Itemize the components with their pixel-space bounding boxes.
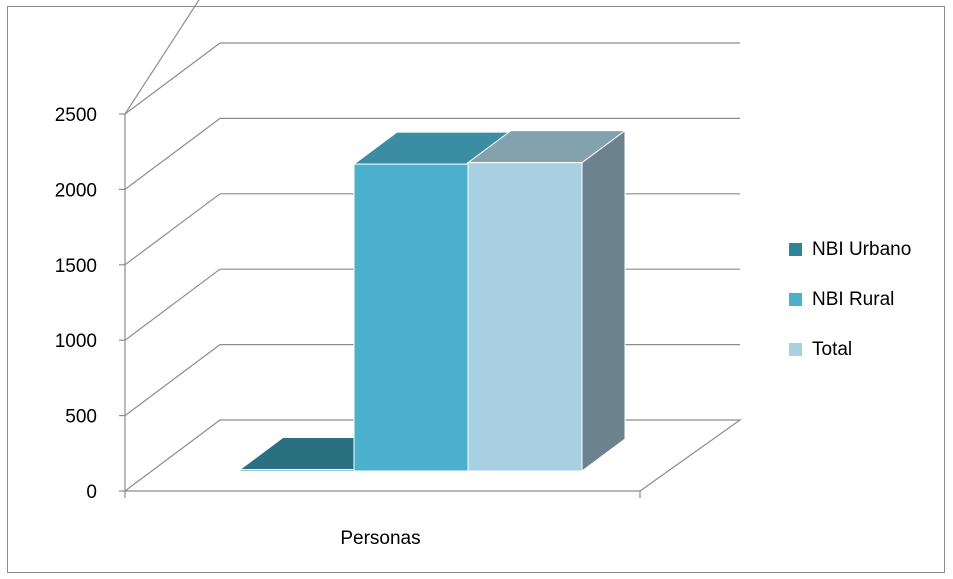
bar-nbi-rural [353,163,469,472]
gridline-wall-2000 [124,117,221,190]
y-tick-label-1000: 1000 [55,331,97,352]
y-tick-label-0: 0 [86,482,97,503]
legend-swatch-nbi-urbano [789,243,802,256]
gridline-wall-top [124,0,200,115]
bar-total [467,162,583,472]
y-tick-label-1500: 1500 [55,256,97,277]
legend-swatch-total [789,343,802,356]
bar-nbi-urbano [239,468,355,472]
legend: NBI Urbano NBI Rural Total [789,236,911,386]
gridline-wall-500 [124,344,221,417]
legend-item-total: Total [789,336,911,363]
y-tick-label-2000: 2000 [55,180,97,201]
gridline-wall-1500 [124,193,221,266]
gridline-wall-1000 [124,268,221,341]
legend-label-total: Total [812,338,853,360]
x-category-label: Personas [340,528,420,549]
legend-swatch-nbi-rural [789,293,802,306]
gridline-wall-2500 [124,42,221,115]
y-tick-label-2500: 2500 [55,105,97,126]
legend-label-nbi-urbano: NBI Urbano [812,238,912,260]
bar-side-total [581,129,626,472]
legend-item-nbi-rural: NBI Rural [789,286,911,313]
y-tick-label-500: 500 [65,407,97,428]
floor [123,419,742,492]
legend-item-nbi-urbano: NBI Urbano [789,236,911,263]
legend-label-nbi-rural: NBI Rural [812,288,895,310]
